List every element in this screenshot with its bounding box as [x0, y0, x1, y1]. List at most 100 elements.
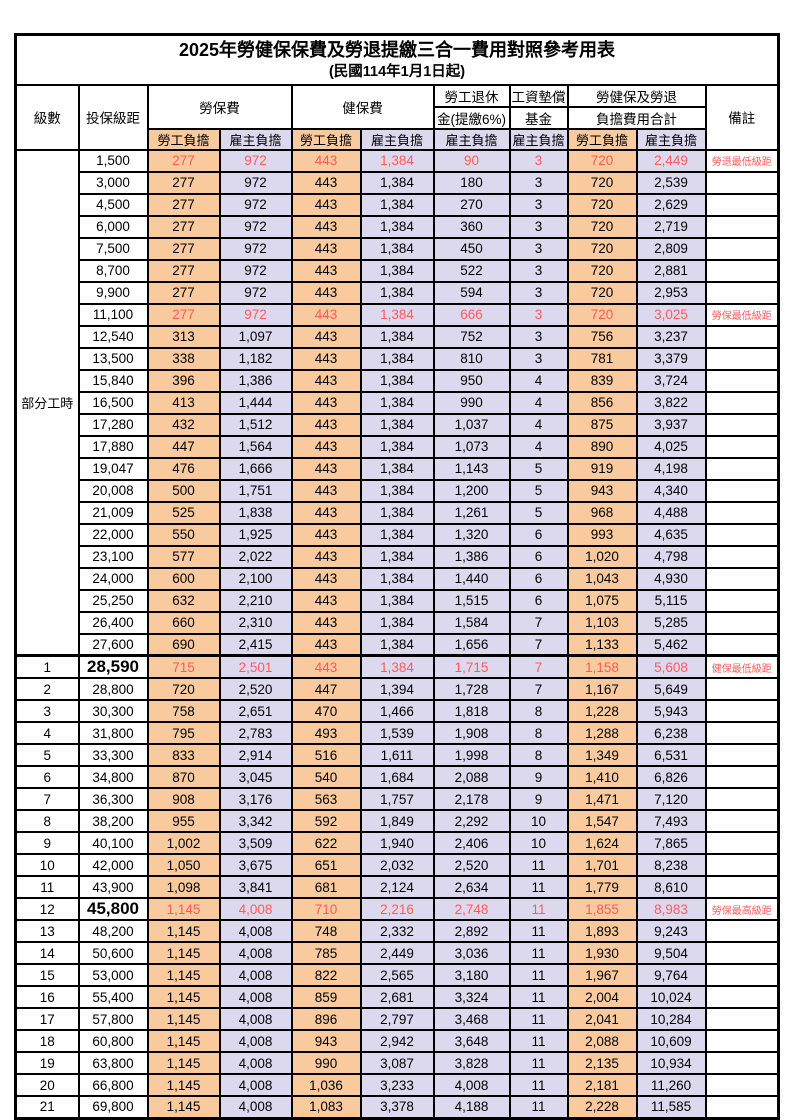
- labor-employer-cell: 3,176: [218, 787, 293, 811]
- bracket-cell: 17,280: [77, 412, 149, 437]
- note-cell: [704, 875, 780, 899]
- health-employer-cell: 2,332: [359, 919, 435, 943]
- table-row: 16 55,400 1,145 4,008 859 2,681 3,324 11 2,004 10…: [14, 985, 780, 1009]
- total-employer-cell: 4,198: [635, 456, 707, 481]
- labor-employer-cell: 4,008: [218, 1095, 293, 1119]
- level-cell: 10: [14, 853, 80, 877]
- total-employee-cell: 720: [566, 280, 638, 305]
- note-cell: 勞保最低級距: [704, 302, 780, 327]
- health-employee-cell: 651: [290, 853, 362, 877]
- labor-employer-cell: 4,008: [218, 941, 293, 965]
- wage-fund-cell: 7: [508, 677, 569, 701]
- note-cell: [704, 192, 780, 217]
- health-employee-cell: 443: [290, 522, 362, 547]
- labor-employee-cell: 338: [146, 346, 221, 371]
- labor-employee-cell: 313: [146, 324, 221, 349]
- note-cell: [704, 1007, 780, 1031]
- bracket-cell: 60,800: [77, 1029, 149, 1053]
- labor-employer-cell: 1,386: [218, 368, 293, 393]
- total-employee-cell: 1,167: [566, 677, 638, 701]
- labor-employee-cell: 396: [146, 368, 221, 393]
- health-employee-cell: 443: [290, 214, 362, 239]
- health-employer-cell: 1,384: [359, 346, 435, 371]
- bracket-cell: 24,000: [77, 566, 149, 591]
- bracket-cell: 16,500: [77, 390, 149, 415]
- pension-cell: 752: [432, 324, 511, 349]
- subheader-labor-employee: 勞工負擔: [146, 127, 221, 151]
- health-employer-cell: 1,384: [359, 192, 435, 217]
- health-employee-cell: 443: [290, 412, 362, 437]
- col-header-total-line1: 勞健保及勞退: [566, 83, 707, 108]
- labor-employer-cell: 972: [218, 258, 293, 283]
- total-employer-cell: 5,608: [635, 654, 707, 679]
- health-employee-cell: 822: [290, 963, 362, 987]
- labor-employer-cell: 4,008: [218, 985, 293, 1009]
- pension-cell: 3,828: [432, 1051, 511, 1075]
- wage-fund-cell: 10: [508, 831, 569, 855]
- level-cell: 5: [14, 743, 80, 767]
- pension-cell: 4,188: [432, 1095, 511, 1119]
- bracket-cell: 50,600: [77, 941, 149, 965]
- table-row: 23,100 577 2,022 443 1,384 1,386 6 1,020 4,798: [16, 544, 780, 569]
- note-cell: [704, 170, 780, 195]
- table-row: 21,009 525 1,838 443 1,384 1,261 5 968 4,488: [16, 500, 780, 525]
- bracket-cell: 53,000: [77, 963, 149, 987]
- total-employer-cell: 6,238: [635, 721, 707, 745]
- health-employee-cell: 592: [290, 809, 362, 833]
- col-header-pension-line1: 勞工退休: [432, 83, 511, 108]
- labor-employer-cell: 1,512: [218, 412, 293, 437]
- health-employer-cell: 1,384: [359, 170, 435, 195]
- pension-cell: 3,468: [432, 1007, 511, 1031]
- pension-cell: 990: [432, 390, 511, 415]
- total-employee-cell: 1,967: [566, 963, 638, 987]
- bracket-cell: 12,540: [77, 324, 149, 349]
- health-employer-cell: 1,384: [359, 566, 435, 591]
- labor-employer-cell: 972: [218, 192, 293, 217]
- table-row: 14 50,600 1,145 4,008 785 2,449 3,036 11 1,930 9,…: [14, 941, 780, 965]
- total-employee-cell: 890: [566, 434, 638, 459]
- note-cell: [704, 478, 780, 503]
- table-row: 1 28,590 715 2,501 443 1,384 1,715 7 1,158 5,608 健…: [14, 654, 780, 679]
- labor-employee-cell: 833: [146, 743, 221, 767]
- bracket-cell: 15,840: [77, 368, 149, 393]
- table-row: 22,000 550 1,925 443 1,384 1,320 6 993 4,635: [16, 522, 780, 547]
- total-employee-cell: 875: [566, 412, 638, 437]
- health-employer-cell: 2,797: [359, 1007, 435, 1031]
- table-row: 20,008 500 1,751 443 1,384 1,200 5 943 4,340: [16, 478, 780, 503]
- wage-fund-cell: 6: [508, 588, 569, 613]
- table-row: 8 38,200 955 3,342 592 1,849 2,292 10 1,547 7,493: [14, 809, 780, 833]
- labor-employee-cell: 277: [146, 302, 221, 327]
- level-cell: 11: [14, 875, 80, 899]
- bracket-cell: 3,000: [77, 170, 149, 195]
- health-employee-cell: 859: [290, 985, 362, 1009]
- pension-cell: 1,656: [432, 632, 511, 657]
- total-employee-cell: 1,855: [566, 897, 638, 921]
- bracket-cell: 1,500: [77, 148, 149, 173]
- total-employer-cell: 10,934: [635, 1051, 707, 1075]
- level-cell: 19: [14, 1051, 80, 1075]
- labor-employer-cell: 3,509: [218, 831, 293, 855]
- total-employer-cell: 2,881: [635, 258, 707, 283]
- health-employee-cell: 443: [290, 566, 362, 591]
- labor-employee-cell: 600: [146, 566, 221, 591]
- total-employee-cell: 781: [566, 346, 638, 371]
- labor-employee-cell: 795: [146, 721, 221, 745]
- labor-employee-cell: 1,145: [146, 963, 221, 987]
- wage-fund-cell: 11: [508, 1007, 569, 1031]
- pension-cell: 666: [432, 302, 511, 327]
- labor-employee-cell: 955: [146, 809, 221, 833]
- pension-cell: 2,520: [432, 853, 511, 877]
- total-employer-cell: 5,285: [635, 610, 707, 635]
- health-employee-cell: 443: [290, 390, 362, 415]
- wage-fund-cell: 6: [508, 566, 569, 591]
- labor-employee-cell: 577: [146, 544, 221, 569]
- level-cell: 14: [14, 941, 80, 965]
- note-cell: [704, 588, 780, 613]
- labor-employer-cell: 2,914: [218, 743, 293, 767]
- health-employer-cell: 2,032: [359, 853, 435, 877]
- labor-employer-cell: 972: [218, 236, 293, 261]
- total-employer-cell: 3,237: [635, 324, 707, 349]
- bracket-cell: 48,200: [77, 919, 149, 943]
- total-employee-cell: 1,701: [566, 853, 638, 877]
- total-employer-cell: 4,025: [635, 434, 707, 459]
